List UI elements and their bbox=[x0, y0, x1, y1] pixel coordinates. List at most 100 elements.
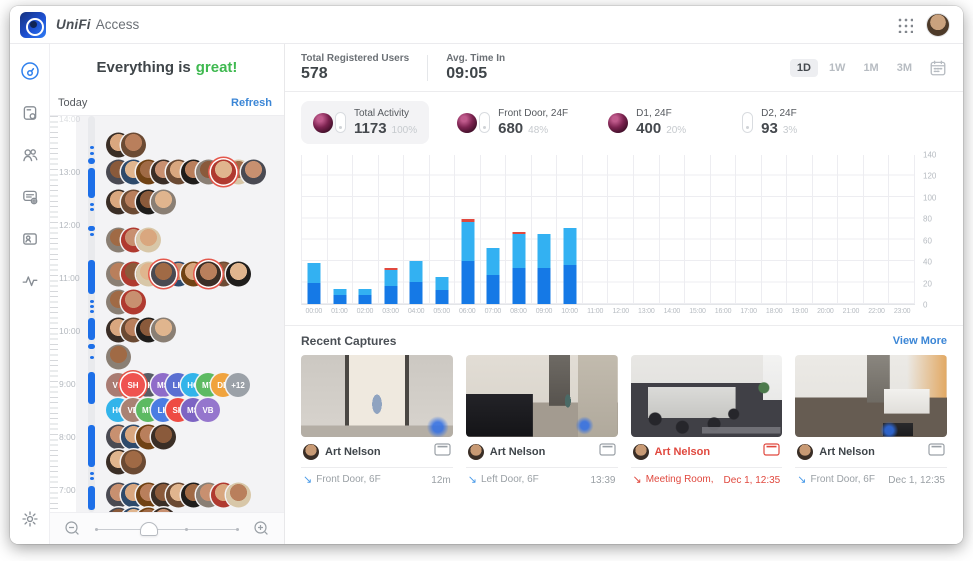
refresh-link[interactable]: Refresh bbox=[231, 96, 272, 109]
device-card-numbers: 680 48% bbox=[498, 120, 568, 137]
chart-x-axis: 00:00 01:00 02:00 03:00 04:00 05:00 06:00 07:00… bbox=[301, 305, 915, 315]
capture-card[interactable]: Art Nelson ↘Meeting Room, 6F Dec 1, 12:35 bbox=[630, 355, 783, 486]
timeline-avatar[interactable] bbox=[136, 227, 161, 253]
timeline-user-badge[interactable]: VB bbox=[196, 398, 220, 422]
timeline-avatar[interactable] bbox=[241, 159, 266, 185]
zoom-out-button[interactable] bbox=[64, 520, 81, 537]
timeline-activity-segment bbox=[89, 305, 94, 308]
timeline-avatar[interactable] bbox=[121, 507, 146, 512]
chart-x-tick: 22:00 bbox=[868, 308, 885, 315]
day-label: Today bbox=[58, 96, 88, 109]
timeline-avatar[interactable] bbox=[136, 507, 161, 512]
apps-grid-icon[interactable] bbox=[897, 16, 913, 33]
range-1w-button[interactable]: 1W bbox=[828, 61, 846, 74]
timeline-zoom-slider[interactable] bbox=[91, 521, 243, 537]
capture-thumbnail[interactable] bbox=[795, 355, 947, 437]
chart-slot bbox=[864, 155, 890, 304]
timeline-activity-segment bbox=[88, 344, 95, 349]
user-avatar[interactable] bbox=[927, 13, 949, 36]
sidebar-item-users[interactable] bbox=[17, 142, 43, 168]
chart-slot bbox=[813, 155, 839, 304]
timeline-avatar[interactable] bbox=[151, 424, 176, 450]
sidebar-item-logs[interactable] bbox=[17, 184, 43, 210]
timeline-activity-segment bbox=[89, 472, 94, 475]
stat-avg-time-in: Avg. Time In 09:05 bbox=[446, 53, 505, 83]
bar-segment bbox=[384, 285, 398, 304]
timeline-avatar[interactable] bbox=[121, 449, 146, 475]
capture-timestamp: Dec 1, 12:35 bbox=[888, 474, 945, 486]
capture-card[interactable]: Art Nelson ↘ Front Door, 6F 12m bbox=[301, 355, 453, 486]
capture-thumbnail[interactable] bbox=[630, 355, 783, 437]
timeline-activity-segment bbox=[89, 146, 94, 149]
timeline-avatar[interactable] bbox=[151, 261, 176, 287]
device-icon-pill bbox=[742, 112, 754, 133]
calendar-icon[interactable] bbox=[929, 59, 947, 77]
timeline-event-row bbox=[106, 507, 176, 512]
timeline-avatar[interactable] bbox=[226, 261, 251, 287]
chart-slot bbox=[379, 155, 405, 304]
zoom-slider-handle[interactable] bbox=[139, 521, 158, 536]
chart-y-tick: 80 bbox=[923, 214, 932, 224]
timeline-activity-segment bbox=[88, 158, 95, 164]
chart-x-tick: 02:00 bbox=[356, 308, 374, 315]
capture-thumbnail[interactable] bbox=[465, 355, 618, 437]
timeline-avatar[interactable] bbox=[151, 189, 176, 215]
range-1d-button[interactable]: 1D bbox=[789, 58, 818, 77]
bar-segment bbox=[358, 295, 372, 304]
capture-thumbnail[interactable] bbox=[301, 355, 453, 437]
timeline-avatar[interactable] bbox=[121, 132, 146, 158]
bar-segment bbox=[358, 289, 372, 296]
chart-x-tick: 18:00 bbox=[765, 308, 783, 315]
sidebar-item-credentials[interactable] bbox=[17, 226, 43, 252]
device-card-d1-24f[interactable]: D1, 24F 400 20% bbox=[596, 101, 714, 144]
chart-plot bbox=[301, 155, 915, 305]
sidebar-item-settings[interactable] bbox=[17, 506, 43, 532]
timeline-avatar[interactable] bbox=[151, 507, 176, 512]
timeline-avatar[interactable] bbox=[106, 507, 131, 512]
timeline-user-badge[interactable]: SH bbox=[121, 373, 145, 397]
sidebar-item-access-reader[interactable] bbox=[17, 58, 43, 84]
chart-x-tick: 00:00 bbox=[305, 308, 323, 315]
chart-x-tick: 12:00 bbox=[612, 308, 629, 315]
timeline-event-row: VB SH JH MS LH HC MY DD +12 bbox=[106, 373, 250, 397]
device-card-percent: 20% bbox=[666, 125, 687, 136]
stat-total-registered-users: Total Registered Users 578 bbox=[301, 53, 409, 83]
access-card-icon bbox=[928, 443, 945, 461]
view-more-link[interactable]: View More bbox=[892, 335, 947, 347]
zoom-in-button[interactable] bbox=[253, 520, 270, 537]
range-3m-button[interactable]: 3M bbox=[896, 61, 912, 74]
timeline-event-row: HC VB MY LH SH MS VB bbox=[106, 398, 220, 422]
timeline-avatar[interactable] bbox=[211, 159, 236, 185]
timeline-activity-segment bbox=[88, 168, 95, 198]
timeline-avatar[interactable] bbox=[121, 289, 146, 315]
timeline-avatar[interactable] bbox=[106, 344, 131, 370]
bar-segment bbox=[384, 269, 398, 286]
capture-card[interactable]: Art Nelson ↘ Left Door, 6F 13:39 bbox=[465, 355, 618, 486]
timeline-avatar[interactable] bbox=[226, 482, 251, 508]
device-card-front-door-24f[interactable]: Front Door, 24F 680 48% bbox=[445, 101, 580, 144]
timeline-user-badge[interactable]: +12 bbox=[226, 373, 250, 397]
device-card-percent: 3% bbox=[782, 125, 798, 136]
timeline-avatar[interactable] bbox=[151, 317, 176, 343]
sidebar-item-devices[interactable] bbox=[17, 100, 43, 126]
device-card-total-activity[interactable]: Total Activity 1173 100% bbox=[301, 101, 430, 144]
chart-x-tick: 17:00 bbox=[740, 308, 757, 315]
date-range-selector: 1D 1W 1M 3M bbox=[789, 58, 947, 77]
timeline-event-row bbox=[106, 189, 176, 215]
device-card-numbers: 400 20% bbox=[636, 120, 686, 137]
device-card-d2-24f[interactable]: D2, 24F 93 3% bbox=[730, 101, 848, 144]
timeline-hour-label: 14:00 bbox=[59, 116, 81, 124]
device-card-label: Total Activity bbox=[354, 108, 410, 119]
device-card-numbers: 1173 100% bbox=[354, 120, 417, 137]
device-card-label: D1, 24F bbox=[636, 108, 672, 119]
timeline-hour-label: 8:00 bbox=[59, 432, 76, 442]
access-card-icon bbox=[434, 443, 451, 461]
capture-door-label: Front Door, 6F bbox=[316, 474, 381, 485]
sidebar-item-activity[interactable] bbox=[17, 268, 43, 294]
timeline-avatar[interactable] bbox=[196, 261, 221, 287]
timeline-event-row bbox=[106, 424, 176, 450]
entry-arrow-icon: ↘ bbox=[467, 474, 477, 486]
timeline-event-row bbox=[106, 261, 251, 287]
range-1m-button[interactable]: 1M bbox=[863, 61, 879, 74]
capture-card[interactable]: Art Nelson ↘ Front Door, 6F Dec 1, 12:35 bbox=[795, 355, 947, 486]
